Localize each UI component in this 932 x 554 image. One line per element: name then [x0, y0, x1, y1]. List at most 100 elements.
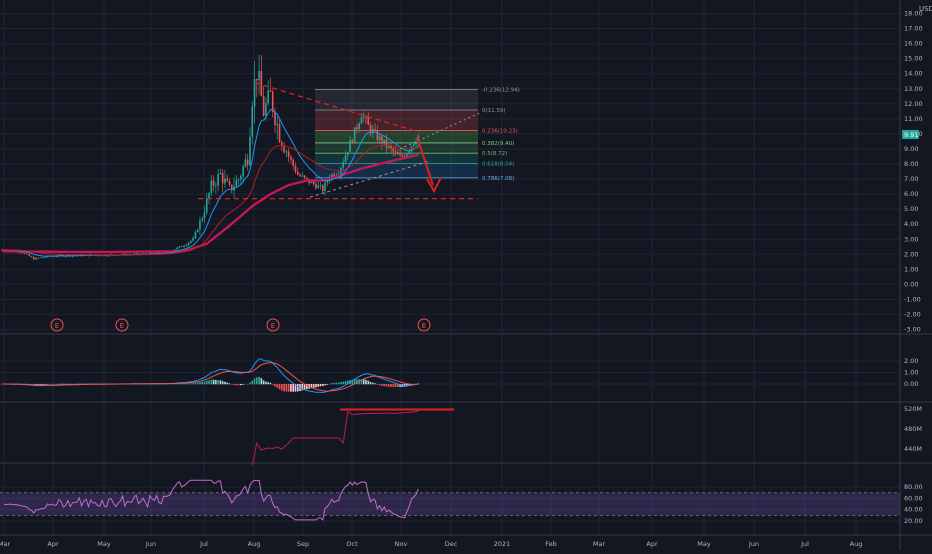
- macd-histogram-bar: [199, 382, 201, 384]
- time-axis-tick: Aug: [248, 540, 261, 548]
- macd-histogram-bar: [251, 381, 253, 385]
- macd-histogram-bar: [213, 380, 215, 385]
- candle-body: [29, 254, 31, 256]
- price-axis-tick: 5.00: [904, 205, 918, 213]
- macd-histogram-bar: [290, 384, 292, 392]
- macd-histogram-bar: [279, 384, 281, 389]
- macd-histogram-bar: [377, 384, 379, 385]
- candle-body: [258, 71, 260, 80]
- macd-histogram-bar: [390, 384, 392, 387]
- macd-histogram-bar: [356, 379, 358, 384]
- macd-histogram-bar: [265, 382, 267, 385]
- candle-body: [272, 92, 274, 112]
- candle-body: [267, 90, 269, 103]
- candle-body: [204, 213, 206, 219]
- candle-body: [363, 117, 365, 118]
- candle-body: [397, 152, 399, 155]
- macd-histogram-bar: [363, 379, 365, 384]
- volume-axis-tick: 520M: [904, 405, 922, 413]
- time-axis-tick: Sep: [297, 540, 309, 548]
- time-axis-tick: Jul: [800, 540, 809, 548]
- macd-histogram-bar: [320, 384, 322, 386]
- price-axis-tick: 6.00: [904, 190, 918, 198]
- price-axis-tick: 14.00: [904, 70, 923, 78]
- candle-body: [367, 117, 369, 124]
- rsi-axis-tick: 80.00: [904, 483, 923, 491]
- price-axis-tick: 4.00: [904, 220, 918, 228]
- time-axis-tick: Aug: [850, 540, 863, 548]
- time-axis-tick: Nov: [395, 540, 408, 548]
- macd-histogram-bar: [381, 384, 383, 386]
- candle-body: [256, 79, 258, 80]
- time-axis-tick: Mar: [593, 540, 606, 548]
- macd-histogram-bar: [270, 383, 272, 385]
- time-axis-tick: Feb: [545, 540, 557, 548]
- candle-body: [176, 248, 178, 250]
- candle-body: [274, 112, 276, 125]
- volume-axis-tick: 480M: [904, 425, 922, 433]
- macd-histogram-bar: [190, 383, 192, 384]
- candle-body: [283, 146, 285, 152]
- fib-level-label: 0.382(9.40): [482, 141, 514, 147]
- macd-histogram-bar: [327, 384, 329, 385]
- macd-histogram-bar: [292, 384, 294, 392]
- fib-level-label: 0.786(7.08): [482, 176, 514, 182]
- candle-body: [24, 253, 26, 254]
- macd-histogram-bar: [297, 384, 299, 391]
- candle-body: [354, 127, 356, 142]
- macd-histogram-bar: [267, 382, 269, 384]
- macd-histogram-bar: [383, 384, 385, 386]
- earnings-marker-label: E: [271, 322, 275, 330]
- currency-label: USD: [919, 5, 932, 13]
- macd-histogram-bar: [58, 384, 60, 385]
- fib-level-label: 0.5(8.72): [482, 151, 507, 157]
- candle-body: [190, 241, 192, 243]
- macd-histogram-bar: [340, 382, 342, 384]
- macd-histogram-bar: [395, 384, 397, 387]
- candle-body: [42, 257, 44, 258]
- macd-histogram-bar: [185, 383, 187, 384]
- candle-body: [208, 193, 210, 198]
- macd-histogram-bar: [44, 384, 46, 385]
- macd-histogram-bar: [365, 380, 367, 384]
- macd-histogram-bar: [208, 380, 210, 384]
- price-axis-tick: 9.00: [904, 145, 918, 153]
- candle-body: [179, 246, 181, 247]
- price-axis-tick: 11.00: [904, 115, 923, 123]
- candle-body: [388, 146, 390, 148]
- fib-zone: [315, 130, 478, 142]
- candle-body: [286, 152, 288, 153]
- price-axis-tick: 8.00: [904, 160, 918, 168]
- candle-body: [215, 186, 217, 187]
- candle-body: [370, 125, 372, 133]
- macd-axis-tick: 2.00: [904, 357, 918, 365]
- earnings-marker-label: E: [55, 322, 59, 330]
- price-axis-tick: 16.00: [904, 40, 923, 48]
- candle-body: [199, 220, 201, 229]
- candle-body: [181, 246, 183, 247]
- macd-histogram-bar: [42, 384, 44, 385]
- macd-histogram-bar: [370, 382, 372, 384]
- price-axis-tick: 3.00: [904, 235, 918, 243]
- candle-body: [377, 130, 379, 140]
- macd-histogram-bar: [217, 380, 219, 384]
- candle-body: [315, 184, 317, 188]
- candle-body: [349, 140, 351, 152]
- candle-body: [297, 172, 299, 175]
- macd-histogram-bar: [211, 380, 213, 385]
- macd-histogram-bar: [195, 383, 197, 384]
- candle-body: [31, 256, 33, 257]
- candle-body: [374, 129, 376, 130]
- candle-body: [240, 176, 242, 179]
- candle-body: [249, 137, 251, 165]
- macd-axis-tick: 1.00: [904, 369, 918, 377]
- candle-body: [195, 232, 197, 238]
- macd-histogram-bar: [342, 382, 344, 385]
- macd-histogram-bar: [286, 384, 288, 392]
- candle-body: [35, 258, 37, 260]
- candle-body: [299, 175, 301, 176]
- macd-histogram-bar: [274, 384, 276, 387]
